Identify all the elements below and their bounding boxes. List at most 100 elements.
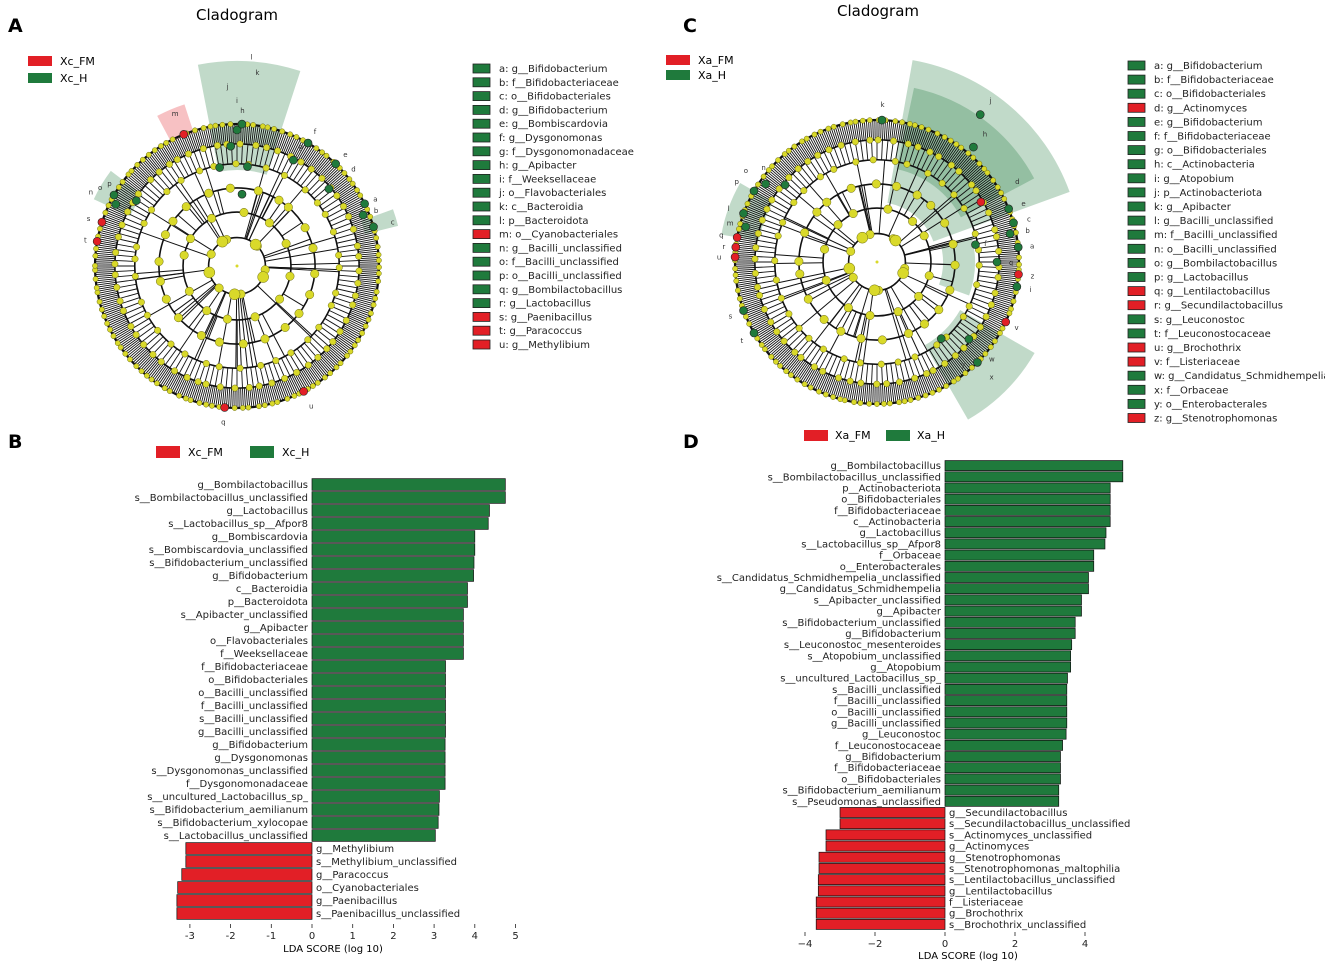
bar-label: s__uncultured_Lactobacillus_sp_: [780, 674, 942, 685]
tree-branch: [780, 351, 795, 367]
tree-branch: [326, 169, 342, 184]
tree-branch: [742, 301, 762, 309]
tree-node: [365, 316, 372, 323]
tree-branch: [184, 379, 193, 399]
tree-node: [877, 360, 885, 368]
biomarker-node: [369, 222, 378, 232]
tree-node: [866, 117, 873, 124]
tree-branch: [146, 360, 160, 376]
tree-branch: [830, 377, 838, 397]
bar-label: s__Bombilactobacillus_unclassified: [768, 472, 941, 483]
bar-label: o__Bifidobacteriales: [208, 675, 308, 686]
legend-label-fm: Xa_FM: [835, 429, 871, 442]
x-tick-label: 2: [390, 931, 396, 942]
tree-node: [110, 333, 117, 339]
tree-branch: [173, 297, 194, 313]
tree-branch: [260, 126, 265, 147]
tree-branch: [303, 158, 331, 190]
bar: [815, 896, 946, 908]
tree-branch: [132, 348, 148, 363]
tree-branch: [280, 357, 300, 395]
tree-branch: [966, 165, 982, 180]
tree-node: [760, 305, 768, 313]
tree-branch: [976, 284, 1016, 295]
tree-node: [294, 309, 304, 318]
key-label: d: g__Actinomyces: [1154, 103, 1247, 114]
tree-branch: [996, 285, 1017, 290]
tree-branch: [856, 161, 872, 235]
tree-node: [127, 356, 133, 363]
tree-branch: [209, 126, 214, 147]
tree-branch: [254, 386, 259, 407]
tree-node: [176, 392, 183, 399]
bar: [311, 725, 446, 738]
bar-label: o__Bacilli_unclassified: [831, 707, 941, 718]
bar-label: g__Bifidobacterium: [212, 740, 308, 751]
bar: [944, 684, 1068, 695]
tree-node: [1016, 261, 1022, 268]
tree-branch: [950, 163, 980, 192]
tree-branch: [959, 351, 974, 367]
tree-branch: [798, 347, 822, 381]
tree-branch: [119, 185, 137, 198]
tree-branch: [245, 387, 249, 408]
bar: [185, 842, 313, 855]
tree-branch: [171, 223, 192, 238]
bar: [944, 482, 1111, 494]
bar-label: g__Lentilactobacillus: [949, 886, 1052, 897]
tree-branch: [998, 250, 1019, 254]
tree-branch: [749, 198, 768, 208]
tree-node: [92, 253, 99, 259]
tree-branch: [327, 170, 343, 185]
tree-branch: [927, 372, 938, 392]
key-label: i: f__Weeksellaceae: [499, 174, 596, 185]
tree-node: [250, 122, 256, 128]
tree-branch: [248, 172, 281, 241]
tree-node: [370, 302, 377, 308]
tree-branch: [822, 130, 832, 150]
bar-label: g__Lactobacillus: [227, 506, 308, 517]
cladogram-c-key: a: g__Bifidobacterium b: f__Bifidobacteri…: [1127, 60, 1325, 425]
tree-branch: [755, 325, 774, 338]
bar: [311, 504, 490, 517]
tree-node: [780, 337, 788, 345]
x-tick-label: -1: [266, 931, 276, 942]
tree-branch: [811, 135, 822, 154]
tree-branch: [204, 127, 215, 167]
tree-branch: [912, 378, 920, 398]
tree-branch: [976, 179, 994, 193]
tree-node: [373, 235, 380, 241]
tree-branch: [801, 365, 814, 384]
tree-node: [139, 156, 146, 163]
bar-label: o__Cyanobacteriales: [316, 883, 419, 894]
tree-node: [929, 367, 937, 374]
key-swatch: [1127, 187, 1146, 198]
tree-node: [177, 176, 185, 184]
tree-branch: [267, 384, 274, 404]
tree-branch: [890, 286, 928, 352]
tree-node: [362, 323, 369, 330]
legend-label-fm: Xa_FM: [698, 54, 734, 67]
tree-branch: [242, 293, 258, 367]
tree-branch: [936, 344, 961, 378]
tree-node: [852, 118, 859, 125]
tree-branch: [994, 295, 1014, 303]
biomarker-node: [730, 252, 740, 262]
tree-node: [340, 202, 348, 210]
tree-branch: [232, 388, 234, 408]
bar-label: g__Apibacter: [244, 623, 309, 634]
tree-branch: [95, 261, 115, 263]
tree-branch: [281, 222, 303, 237]
tree-branch: [982, 190, 1001, 202]
tree-branch: [811, 370, 822, 389]
tree-branch: [355, 296, 375, 303]
bar-label: f__Bifidobacteriaceae: [834, 763, 941, 774]
tree-node: [758, 216, 766, 224]
tree-branch: [977, 330, 995, 343]
bar-label: s__Bombilactobacillus_unclassified: [135, 493, 308, 504]
key-label: p: o__Bacilli_unclassified: [499, 271, 622, 282]
biomarker-node: [964, 334, 974, 344]
tree-branch: [140, 161, 155, 177]
key-label: g: f__Dysgonomonadaceae: [499, 147, 634, 158]
tree-node: [181, 350, 189, 358]
